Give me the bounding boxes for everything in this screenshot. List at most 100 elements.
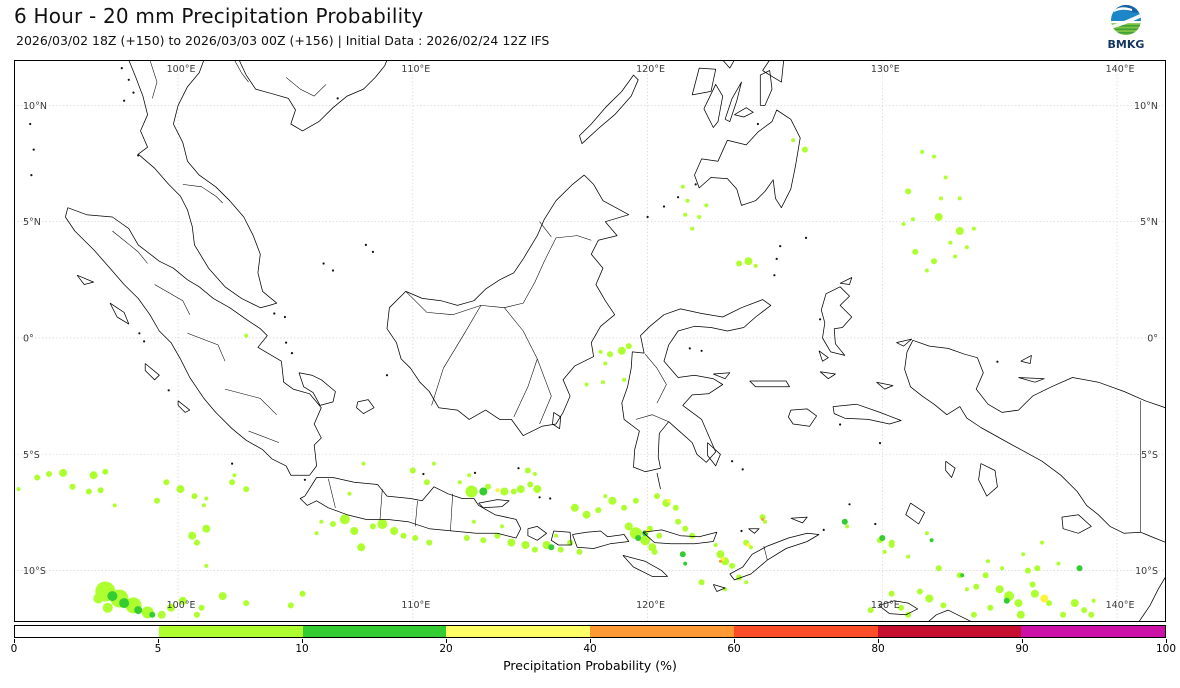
border-border-java-2 <box>379 489 383 520</box>
coast-alor <box>748 528 760 534</box>
precip-blob <box>1088 611 1095 618</box>
precip-blob <box>46 471 52 477</box>
precip-blob <box>157 610 166 619</box>
precip-blob <box>718 559 722 563</box>
precip-blob <box>920 149 925 154</box>
precip-blob <box>763 519 767 524</box>
precip-blob <box>471 519 476 524</box>
precip-blob <box>232 473 237 478</box>
coast-sula <box>749 380 790 388</box>
precip-blob <box>494 532 501 539</box>
coast-buru <box>788 408 817 427</box>
precip-blob <box>948 240 953 245</box>
precip-blob <box>940 602 947 609</box>
precip-blob <box>640 535 651 546</box>
precip-blob <box>16 487 21 492</box>
precip-blob <box>1014 599 1023 608</box>
precip-blob <box>943 175 948 180</box>
islet <box>473 471 477 474</box>
axis-tick-label: 5°N <box>1140 217 1158 228</box>
precip-blob <box>521 541 530 549</box>
coast-kai <box>945 460 956 478</box>
coast-wetar <box>790 516 808 524</box>
islet <box>336 97 339 100</box>
coast-sulawesi <box>621 299 772 473</box>
precip-blob <box>759 514 766 521</box>
precip-blob <box>801 146 808 153</box>
axis-tick-label: 0° <box>1147 333 1158 344</box>
colorbar-tickmark <box>446 639 447 643</box>
precip-blob <box>934 213 943 221</box>
islet <box>138 332 141 335</box>
precip-blob <box>176 485 185 494</box>
precip-blob <box>500 487 509 496</box>
islet <box>137 154 140 157</box>
islet <box>688 347 691 350</box>
islet <box>517 467 520 470</box>
coast-rote <box>712 584 726 592</box>
islet <box>143 340 146 343</box>
precip-blob <box>617 346 626 355</box>
precip-blob <box>924 531 929 536</box>
coast-negros <box>703 84 724 128</box>
precip-blob <box>964 587 969 592</box>
precip-blob <box>1040 540 1044 545</box>
axis-tick-label: 5°N <box>23 217 41 228</box>
bmkg-logo-globe-icon: BMKG <box>1108 5 1144 51</box>
precip-blob <box>685 198 690 203</box>
precip-blob <box>426 539 433 546</box>
coast-palawan <box>579 74 639 144</box>
border-border-kalimantan-3 <box>537 358 552 425</box>
axis-tick-label: 140°E <box>1106 64 1135 75</box>
colorbar-segment-20-40 <box>446 626 590 637</box>
coast-seram <box>832 403 902 425</box>
coast-australia-arnhem <box>926 609 975 624</box>
colorbar-segment-60-80 <box>733 626 878 637</box>
coast-bangka <box>298 372 336 406</box>
precip-blob <box>955 227 964 235</box>
precip-blob <box>1030 589 1039 598</box>
islet <box>775 257 778 260</box>
colorbar-segment-10-20 <box>302 626 447 637</box>
precip-blob <box>193 539 200 546</box>
border-border-sulawesi-2 <box>635 414 669 422</box>
coast-samar <box>762 59 785 83</box>
precip-blob <box>651 548 658 555</box>
precip-blob <box>910 217 915 222</box>
precip-blob <box>134 606 143 615</box>
coast-aru <box>978 463 998 497</box>
precip-blob <box>1021 552 1026 557</box>
precip-blob <box>89 471 98 480</box>
coast-banggai <box>713 372 731 380</box>
precip-blob <box>841 518 848 525</box>
precip-blob <box>570 503 579 512</box>
islet <box>740 529 743 533</box>
precip-blob <box>697 215 702 219</box>
border-border-java-1 <box>328 478 336 508</box>
coast-australia-tiwi <box>878 600 918 616</box>
coast-pulau-laut <box>552 412 562 430</box>
precip-blob <box>744 580 749 585</box>
islet <box>364 243 367 246</box>
precip-blob <box>244 333 249 338</box>
precip-blob <box>1029 581 1036 588</box>
precip-blob <box>698 579 705 586</box>
precipitation-map: 100°E 100°E 110°E 110°E 120°E 120°E 130°E 130°E… <box>14 59 1173 624</box>
coast-buton <box>707 442 721 467</box>
coast-leyte <box>759 70 773 106</box>
precip-blob <box>666 498 671 503</box>
precip-blob <box>330 521 336 527</box>
coast-bohol <box>734 107 754 118</box>
precip-blob <box>957 196 962 201</box>
colorbar-tickmark <box>734 639 735 643</box>
precip-blob <box>625 343 632 350</box>
border-border-cambodia-vietnam <box>285 77 327 97</box>
precip-blob <box>720 556 725 561</box>
axis-tick-label: 10°S <box>1135 566 1158 577</box>
coast-selayar <box>656 472 661 490</box>
coast-misool <box>876 381 894 390</box>
axis-tick-label: 130°E <box>871 600 900 611</box>
coast-timor <box>729 532 820 581</box>
precip-blob <box>1024 567 1031 574</box>
precip-blob <box>932 154 936 159</box>
